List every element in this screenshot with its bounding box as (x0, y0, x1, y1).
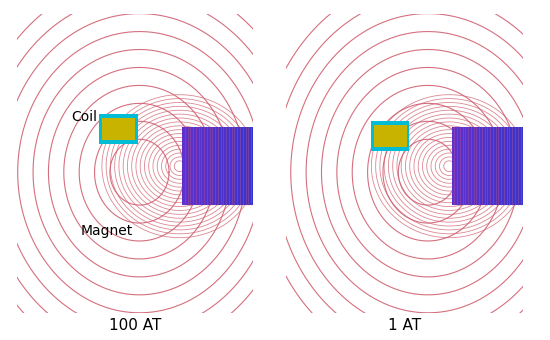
Bar (209, 127, 212, 205)
Bar (464, 127, 466, 205)
Bar (246, 127, 249, 205)
Bar (221, 127, 224, 205)
Bar (217, 127, 220, 205)
Bar (248, 127, 251, 205)
Bar (186, 127, 189, 205)
Bar (228, 127, 230, 205)
Bar (258, 127, 261, 205)
Bar (528, 127, 531, 205)
Text: 100 AT: 100 AT (108, 318, 161, 333)
Bar (462, 127, 464, 205)
Bar (215, 127, 218, 205)
Bar (487, 127, 490, 205)
Bar (456, 127, 458, 205)
Bar (530, 127, 533, 205)
Bar (505, 127, 508, 205)
Text: 1 AT: 1 AT (388, 318, 421, 333)
Bar (192, 127, 195, 205)
Bar (508, 127, 510, 205)
Bar (499, 127, 502, 205)
Bar (255, 127, 257, 205)
Bar (99, 114, 138, 143)
Bar (489, 127, 491, 205)
Text: Magnet: Magnet (80, 224, 133, 238)
Bar (250, 127, 253, 205)
Bar (472, 127, 475, 205)
Bar (242, 127, 245, 205)
Bar (493, 127, 496, 205)
Bar (190, 127, 193, 205)
Bar (526, 127, 529, 205)
Bar (203, 127, 205, 205)
Bar (476, 127, 479, 205)
Bar (256, 127, 259, 205)
Bar (195, 127, 197, 205)
Bar (491, 127, 493, 205)
Bar (196, 127, 199, 205)
Bar (468, 127, 471, 205)
Bar (520, 127, 522, 205)
Bar (213, 127, 216, 205)
Bar (454, 127, 456, 205)
Bar (102, 118, 135, 140)
Bar (223, 127, 226, 205)
Bar (482, 127, 485, 205)
Bar (501, 127, 504, 205)
Bar (495, 127, 498, 205)
Bar (514, 127, 516, 205)
Bar (509, 127, 512, 205)
Bar (252, 127, 255, 205)
Bar (199, 127, 201, 205)
Bar (512, 127, 514, 205)
Bar (452, 127, 454, 205)
Text: Coil: Coil (71, 110, 97, 124)
Bar (532, 127, 535, 205)
Bar (205, 127, 207, 205)
Bar (481, 127, 483, 205)
Bar (263, 127, 265, 205)
Bar (211, 127, 213, 205)
Bar (371, 121, 409, 151)
Bar (261, 127, 263, 205)
Bar (236, 127, 238, 205)
Bar (466, 127, 469, 205)
Bar (184, 127, 186, 205)
Bar (497, 127, 499, 205)
Bar (226, 127, 228, 205)
Bar (232, 127, 234, 205)
Bar (478, 127, 481, 205)
Bar (373, 125, 406, 148)
Bar (522, 127, 525, 205)
Bar (240, 127, 243, 205)
Bar (503, 127, 506, 205)
Bar (516, 127, 518, 205)
Bar (182, 127, 185, 205)
Bar (219, 127, 222, 205)
Bar (524, 127, 526, 205)
Bar (458, 127, 460, 205)
Bar (474, 127, 477, 205)
Bar (244, 127, 246, 205)
Bar (234, 127, 236, 205)
Bar (230, 127, 232, 205)
Bar (238, 127, 240, 205)
Bar (207, 127, 210, 205)
Bar (470, 127, 472, 205)
Bar (460, 127, 463, 205)
Bar (518, 127, 520, 205)
Bar (485, 127, 487, 205)
Bar (201, 127, 203, 205)
Bar (188, 127, 191, 205)
